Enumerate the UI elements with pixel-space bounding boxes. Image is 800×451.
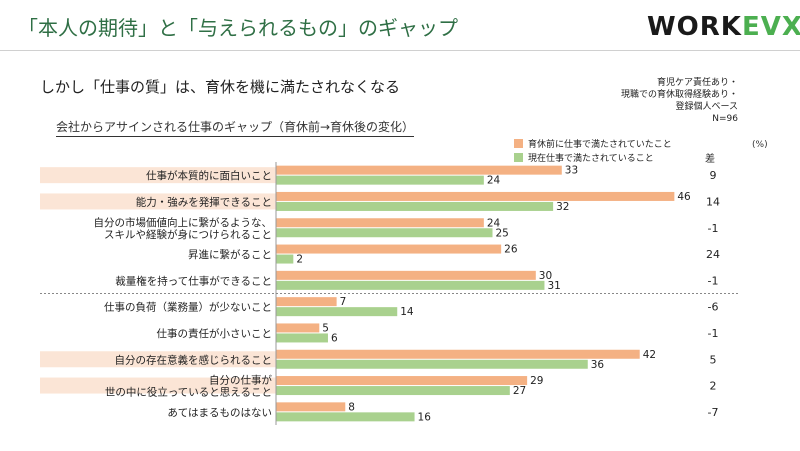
bar-after <box>276 175 484 185</box>
category-highlight <box>40 377 276 394</box>
note-line-1: 育児ケア責任あり・ <box>656 78 738 88</box>
value-label-after: 6 <box>331 332 338 344</box>
value-label-after: 14 <box>400 306 414 318</box>
bar-before <box>276 349 640 359</box>
header-divider <box>0 50 800 51</box>
diff-value: -1 <box>708 327 719 340</box>
category-highlight <box>40 351 276 368</box>
logo-main: WORK <box>647 12 742 42</box>
diff-value: -1 <box>708 222 719 235</box>
value-label-before: 46 <box>677 191 691 203</box>
diff-value: 5 <box>710 353 717 366</box>
diff-value: 14 <box>706 195 720 208</box>
category-label: 仕事の負荷（業務量）が少ないこと <box>104 301 272 314</box>
category-label: 仕事の責任が小さいこと <box>157 327 273 340</box>
value-label-before: 42 <box>643 349 656 361</box>
legend-label-before: 育休前に仕事で満たされていたこと <box>528 139 672 150</box>
bar-before <box>276 244 502 254</box>
diff-value: -7 <box>708 406 719 419</box>
value-label-before: 30 <box>539 270 552 282</box>
value-label-before: 5 <box>322 322 329 334</box>
value-label-after: 16 <box>418 411 432 423</box>
bar-after <box>276 333 328 343</box>
slide-subtitle: しかし「仕事の質」は、育休を機に満たされなくなる <box>40 78 401 96</box>
category-highlight <box>40 167 276 184</box>
value-label-before: 29 <box>530 375 543 387</box>
legend-swatch-before <box>514 138 523 148</box>
value-label-before: 24 <box>487 217 501 229</box>
bar-before <box>276 191 675 201</box>
diff-value: -1 <box>708 274 719 287</box>
logo-accent: EVX <box>741 12 800 42</box>
category-label: 世の中に役立っていると思えること <box>105 386 272 399</box>
bar-after <box>276 228 493 238</box>
value-label-after: 24 <box>487 175 501 187</box>
bar-after <box>276 386 510 396</box>
category-label: 自分の存在意義を感じられること <box>115 353 273 366</box>
page-title: 「本人の期待」と「与えられるもの」のギャップ <box>18 16 458 40</box>
value-label-before: 33 <box>565 165 578 177</box>
value-label-after: 36 <box>591 359 605 371</box>
legend-swatch-after <box>514 152 523 162</box>
category-label: 能力・強みを発揮できること <box>136 195 272 208</box>
chart-legend: 育休前に仕事で満たされていたこと 現在仕事で満たされていること <box>514 136 672 164</box>
note-line-3: 登録個人ベース <box>675 102 738 112</box>
value-label-after: 2 <box>296 254 303 266</box>
value-label-before: 26 <box>504 244 518 256</box>
bar-before <box>276 376 528 386</box>
unit-label: (%) <box>752 140 768 150</box>
note-line-2: 現職での育休取得経験あり・ <box>620 90 738 100</box>
category-label: 自分の仕事が <box>209 374 272 387</box>
bar-after <box>276 201 554 211</box>
category-label: スキルや経験が身につけられること <box>104 228 272 241</box>
category-label: 自分の市場価値向上に繋がるような、 <box>94 216 273 229</box>
diff-value: 2 <box>710 380 717 393</box>
value-label-after: 27 <box>513 385 526 397</box>
category-highlight <box>40 193 276 210</box>
bar-before <box>276 323 320 333</box>
value-label-before: 8 <box>348 401 355 413</box>
sample-note: 育児ケア責任あり・ 現職での育休取得経験あり・ 登録個人ベース N=96 <box>621 77 738 125</box>
bar-before <box>276 297 337 307</box>
bar-before <box>276 402 346 412</box>
note-line-4: N=96 <box>712 114 738 124</box>
category-label: 昇進に繋がること <box>188 248 272 261</box>
bar-before <box>276 165 562 175</box>
category-label: 仕事が本質的に面白いこと <box>146 169 272 182</box>
chart-title: 会社からアサインされる仕事のギャップ（育休前→育休後の変化） <box>56 118 415 137</box>
bar-after <box>276 280 545 290</box>
diff-value: 9 <box>710 169 717 182</box>
legend-label-after: 現在仕事で満たされていること <box>528 153 654 164</box>
category-label: 裁量権を持って仕事ができること <box>115 274 272 287</box>
bar-before <box>276 270 536 280</box>
diff-column-header: 差 <box>705 154 715 165</box>
value-label-after: 25 <box>496 227 509 239</box>
category-label: あてはまるものはない <box>167 407 272 419</box>
value-label-after: 31 <box>547 280 560 292</box>
workevx-logo: WORKEVX <box>647 12 800 42</box>
bar-before <box>276 218 484 228</box>
bar-after <box>276 359 588 369</box>
diff-value: 24 <box>706 248 720 261</box>
bar-after <box>276 254 294 264</box>
bar-after <box>276 412 415 422</box>
value-label-before: 7 <box>340 296 347 308</box>
bar-after <box>276 307 398 317</box>
diff-value: -6 <box>708 301 719 314</box>
value-label-after: 32 <box>556 201 569 213</box>
legend-item-before: 育休前に仕事で満たされていたこと <box>514 136 672 150</box>
legend-item-after: 現在仕事で満たされていること <box>514 150 672 164</box>
